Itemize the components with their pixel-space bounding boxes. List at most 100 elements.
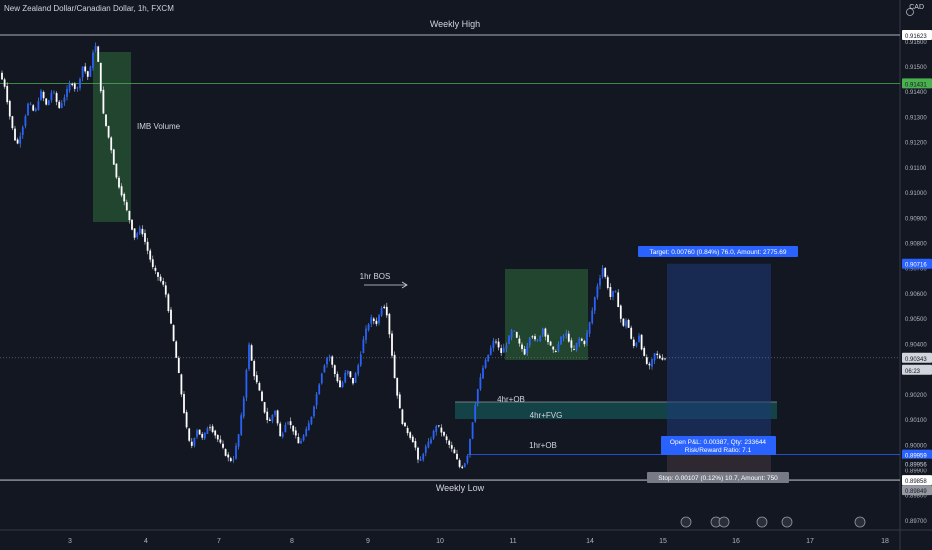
candle-body [180,374,183,395]
event-icon [854,516,866,528]
candle-body [489,347,492,355]
candle-body [216,435,219,440]
candle-body [196,430,198,437]
candle-body [450,445,453,449]
candle-body [50,92,53,101]
candle-body [523,348,526,355]
candle-body [94,45,97,52]
candle-body [445,436,448,441]
candle-body [232,459,235,461]
price-tag-box [902,78,932,89]
candle-body [635,342,638,347]
target-label-box [638,246,798,257]
candle-body [149,250,152,260]
candle-body [320,373,323,384]
candle-body [466,455,469,463]
candle-body [495,341,497,343]
candle-body [458,460,461,467]
candle-body [188,428,191,441]
candle-body [406,427,409,434]
candle-body [430,439,432,444]
candle-body [331,356,334,365]
candle-body [266,411,269,421]
candle-body [354,373,357,383]
candle-body [86,71,89,77]
candle-body [352,377,354,384]
candle-body [346,370,349,374]
candle-body [567,333,570,342]
candle-body [531,336,534,338]
candle-body [622,318,625,326]
y-tick-label: 0.91000 [905,191,927,197]
candle-body [89,66,92,77]
candle-body [287,422,289,424]
candle-body [461,466,464,469]
candle-body [606,277,609,289]
candle-body [518,338,521,344]
candle-body [276,410,279,424]
candle-body [661,357,664,360]
y-tick-label: 0.90000 [905,443,927,449]
candle-body [209,427,211,429]
candle-body [37,101,40,110]
candle-body [211,426,214,433]
ob-4hr-label: 4hr+OB [497,395,525,404]
candle-body [183,394,185,413]
y-tick-label: 0.89900 [905,468,927,474]
candle-body [409,432,412,438]
y-tick-label: 0.90200 [905,393,927,399]
imb-volume-zone [93,52,131,222]
candle-body [245,370,248,398]
y-tick-label: 0.90500 [905,317,927,323]
candle-body [419,459,422,461]
ob-1hr-label: 1hr+OB [529,441,557,450]
candle-body [1,72,3,80]
candle-body [492,340,495,349]
candle-body [599,278,601,286]
candle-body [625,320,627,327]
candle-body [479,377,482,390]
candle-body [362,339,365,353]
candle-body [393,354,396,379]
y-tick-label: 0.91300 [905,115,927,121]
candle-body [544,328,547,337]
price-tag-label: 0.89858 [905,479,927,485]
candle-body [375,320,378,324]
candle-body [271,414,274,422]
candle-body [47,100,50,106]
candle-body [81,66,84,78]
candle-body [159,276,162,281]
candle-body [601,268,604,277]
candle-body [547,335,549,343]
price-tag-box [902,475,932,486]
candle-body [612,290,614,297]
candle-body [417,447,419,460]
candle-body [435,426,438,432]
candle-body [141,228,144,235]
candle-body [630,327,633,339]
candle-body [185,412,188,428]
candle-body [632,339,635,347]
event-icon [756,516,768,528]
x-tick-label: 18 [881,538,889,545]
candle-body [76,87,79,89]
price-tag-box [902,364,932,375]
candle-body [219,439,222,443]
candle-body [534,336,536,340]
candle-body [586,333,588,344]
candle-body [341,382,344,388]
candle-body [55,93,58,102]
candle-body [453,449,456,454]
candle-body [261,391,263,401]
candle-body [19,136,22,144]
candle-body [588,322,591,334]
candle-body [170,309,172,324]
price-tag-label: 0.89849 [905,489,927,495]
candle-body [398,394,401,409]
candle-body [190,441,193,446]
event-icon [718,516,730,528]
candle-body [68,83,71,91]
candle-body [380,307,383,316]
